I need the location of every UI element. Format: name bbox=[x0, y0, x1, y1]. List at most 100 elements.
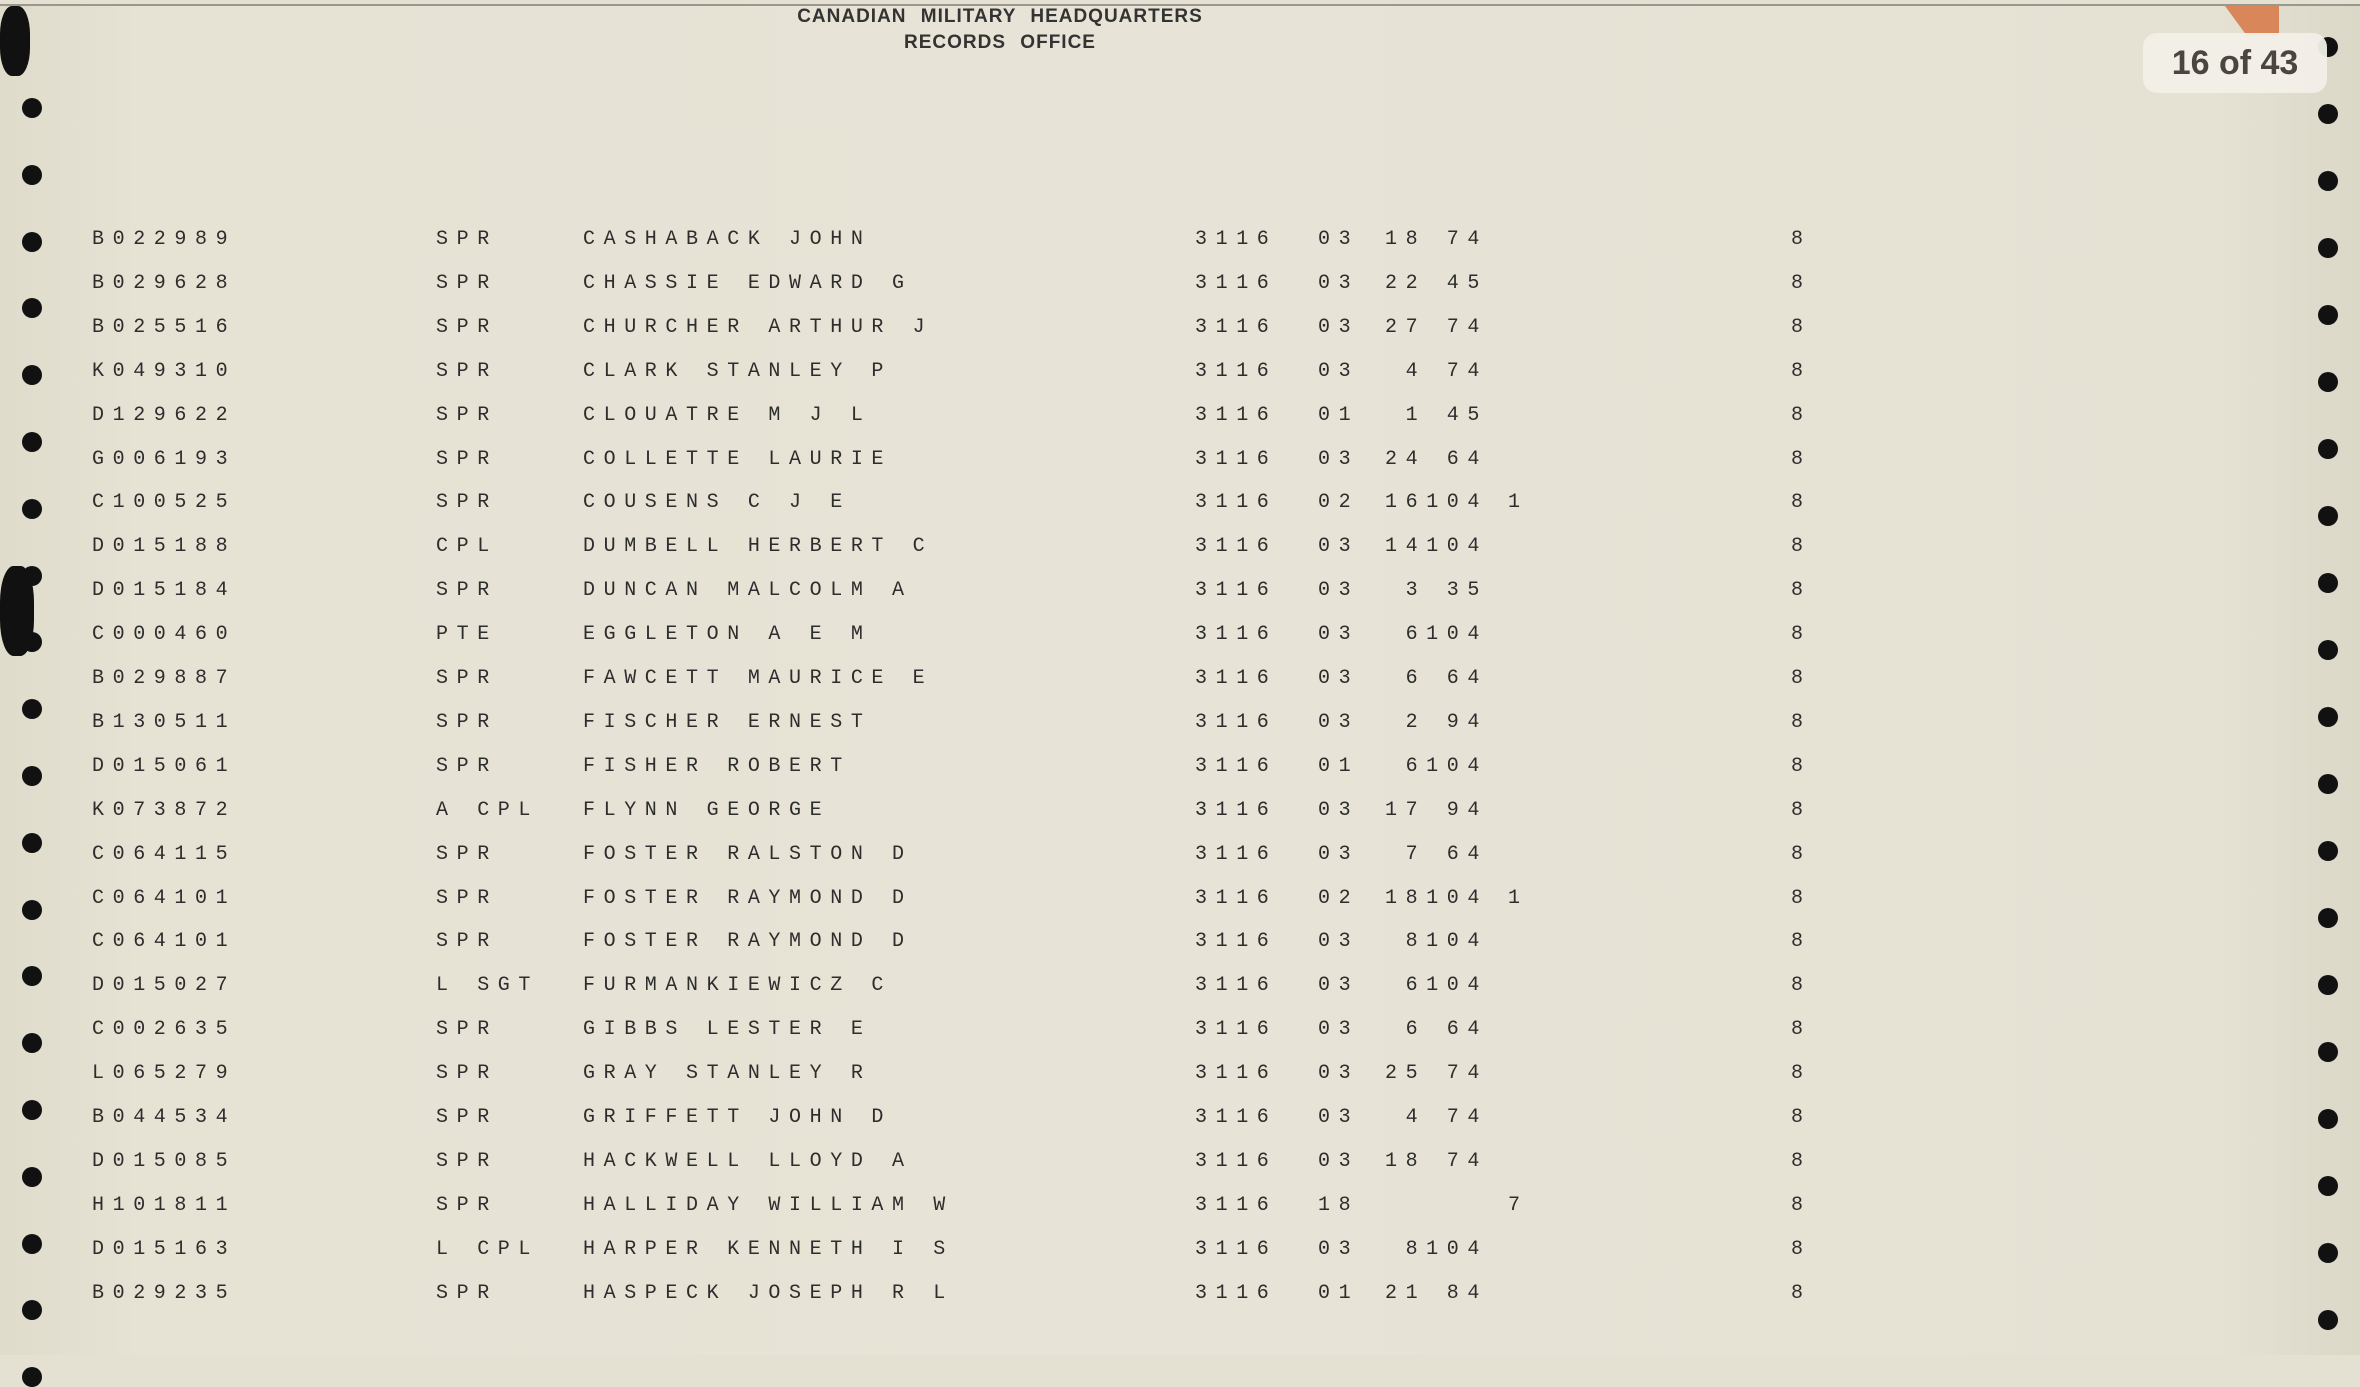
service-number-cell: K073872 bbox=[92, 798, 237, 822]
feed-hole bbox=[2318, 238, 2338, 258]
feed-hole bbox=[2318, 1176, 2338, 1196]
feed-hole bbox=[2318, 707, 2338, 727]
rank-cell: SPR bbox=[436, 1193, 498, 1217]
unit-code-cell: 3116 bbox=[1195, 491, 1278, 515]
status-code-cell: 03 bbox=[1318, 535, 1360, 559]
table-row: C064115 SPR FOSTER RALSTON D 3116 03 7 64 8 bbox=[0, 843, 2360, 873]
rank-cell: SPR bbox=[436, 403, 498, 427]
trailing-code-cell: 8 bbox=[1791, 491, 1812, 515]
trailing-code-cell: 8 bbox=[1791, 623, 1812, 647]
name-cell: GRIFFETT JOHN D bbox=[583, 1106, 893, 1129]
feed-hole bbox=[2318, 908, 2338, 928]
document-subheading: RECORDS OFFICE bbox=[904, 32, 1096, 53]
name-cell: FISCHER ERNEST bbox=[583, 710, 872, 734]
status-code-cell: 03 bbox=[1318, 710, 1360, 734]
status-code-cell: 02 bbox=[1318, 886, 1360, 910]
name-cell: CHASSIE EDWARD G bbox=[583, 271, 913, 295]
feed-hole bbox=[2318, 506, 2338, 526]
date-value-cell: 18 74 bbox=[1384, 228, 1488, 251]
date-value-cell: 22 45 bbox=[1384, 271, 1488, 295]
trailing-code-cell: 8 bbox=[1791, 535, 1812, 559]
service-number-cell: D015085 bbox=[92, 1149, 237, 1173]
feed-hole bbox=[22, 699, 42, 720]
name-cell: CASHABACK JOHN bbox=[583, 228, 872, 251]
rank-cell: L CPL bbox=[436, 1237, 540, 1261]
trailing-code-cell: 8 bbox=[1791, 447, 1812, 471]
status-code-cell: 03 bbox=[1318, 1106, 1360, 1129]
date-value-cell: 4 74 bbox=[1405, 359, 1488, 383]
service-number-cell: G006193 bbox=[92, 447, 237, 471]
unit-code-cell: 3116 bbox=[1195, 1193, 1278, 1217]
name-cell: HASPECK JOSEPH R L bbox=[583, 1281, 954, 1305]
unit-code-cell: 3116 bbox=[1195, 1149, 1278, 1173]
service-number-cell: B029887 bbox=[92, 667, 237, 690]
date-value-cell: 1 45 bbox=[1405, 403, 1488, 427]
rank-cell: SPR bbox=[436, 754, 498, 778]
unit-code-cell: 3116 bbox=[1195, 667, 1278, 690]
unit-code-cell: 3116 bbox=[1195, 1062, 1278, 1086]
table-row: L065279 SPR GRAY STANLEY R 3116 03 25 74 8 bbox=[0, 1062, 2360, 1092]
feed-hole bbox=[2318, 1310, 2338, 1330]
unit-code-cell: 3116 bbox=[1195, 798, 1278, 822]
name-cell: DUMBELL HERBERT C bbox=[583, 535, 934, 559]
rank-cell: SPR bbox=[436, 1062, 498, 1086]
date-value-cell: 8104 bbox=[1405, 1237, 1488, 1261]
date-value-cell: 4 74 bbox=[1405, 1106, 1488, 1129]
table-row: H101811 SPR HALLIDAY WILLIAM W 3116 18 7 8 bbox=[0, 1194, 2360, 1224]
page-indicator: 16 of 43 bbox=[2143, 33, 2327, 93]
feed-hole bbox=[22, 1233, 42, 1254]
unit-code-cell: 3116 bbox=[1195, 1018, 1278, 1042]
feed-hole bbox=[2318, 774, 2338, 794]
service-number-cell: C100525 bbox=[92, 491, 237, 515]
unit-code-cell: 3116 bbox=[1195, 623, 1278, 647]
service-number-cell: D015188 bbox=[92, 535, 237, 559]
service-number-cell: C064101 bbox=[92, 930, 237, 954]
rank-cell: SPR bbox=[436, 710, 498, 734]
status-code-cell: 03 bbox=[1318, 359, 1360, 383]
date-value-cell: 14104 bbox=[1384, 535, 1488, 559]
service-number-cell: L065279 bbox=[92, 1062, 237, 1086]
name-cell: EGGLETON A E M bbox=[583, 623, 872, 647]
name-cell: FURMANKIEWICZ C bbox=[583, 974, 893, 998]
feed-hole bbox=[22, 899, 42, 920]
trailing-code-cell: 8 bbox=[1791, 1018, 1812, 1042]
rank-cell: SPR bbox=[436, 315, 498, 339]
feed-hole bbox=[22, 966, 42, 987]
date-value-cell: 3 35 bbox=[1405, 579, 1488, 603]
status-code-cell: 03 bbox=[1318, 1149, 1360, 1173]
date-value-cell: 7 64 bbox=[1405, 842, 1488, 866]
service-number-cell: B029235 bbox=[92, 1281, 237, 1305]
date-value-cell: 6104 bbox=[1405, 623, 1488, 647]
feed-hole bbox=[22, 1033, 42, 1054]
service-number-cell: B029628 bbox=[92, 271, 237, 295]
date-value-cell: 21 84 bbox=[1384, 1281, 1488, 1305]
table-row: B022989 SPR CASHABACK JOHN 3116 03 18 74 8 bbox=[0, 228, 2360, 258]
date-value-cell: 24 64 bbox=[1384, 447, 1488, 471]
unit-code-cell: 3116 bbox=[1195, 228, 1278, 251]
unit-code-cell: 3116 bbox=[1195, 930, 1278, 954]
status-code-cell: 03 bbox=[1318, 623, 1360, 647]
table-row: D129622 SPR CLOUATRE M J L 3116 01 1 45 8 bbox=[0, 404, 2360, 434]
feed-hole bbox=[22, 298, 42, 319]
table-row: D015027 L SGT FURMANKIEWICZ C 3116 03 6104 8 bbox=[0, 974, 2360, 1004]
trailing-code-cell: 8 bbox=[1791, 1193, 1812, 1217]
rank-cell: SPR bbox=[436, 271, 498, 295]
trailing-code-cell: 8 bbox=[1791, 798, 1812, 822]
feed-hole bbox=[2318, 104, 2338, 124]
unit-code-cell: 3116 bbox=[1195, 535, 1278, 559]
feed-hole bbox=[2318, 305, 2338, 325]
unit-code-cell: 3116 bbox=[1195, 710, 1278, 734]
rank-cell: CPL bbox=[436, 535, 498, 559]
name-cell: FOSTER RALSTON D bbox=[583, 842, 913, 866]
date-value-cell: 6 64 bbox=[1405, 1018, 1488, 1042]
unit-code-cell: 3116 bbox=[1195, 1106, 1278, 1129]
rank-cell: A CPL bbox=[436, 798, 540, 822]
date-value-cell: 6104 bbox=[1405, 754, 1488, 778]
service-number-cell: D015163 bbox=[92, 1237, 237, 1261]
feed-hole bbox=[2318, 1243, 2338, 1263]
table-row: B029887 SPR FAWCETT MAURICE E 3116 03 6 64 8 bbox=[0, 667, 2360, 697]
feed-hole bbox=[22, 365, 42, 386]
rank-cell: SPR bbox=[436, 842, 498, 866]
name-cell: COLLETTE LAURIE bbox=[583, 447, 893, 471]
service-number-cell: D015027 bbox=[92, 974, 237, 998]
